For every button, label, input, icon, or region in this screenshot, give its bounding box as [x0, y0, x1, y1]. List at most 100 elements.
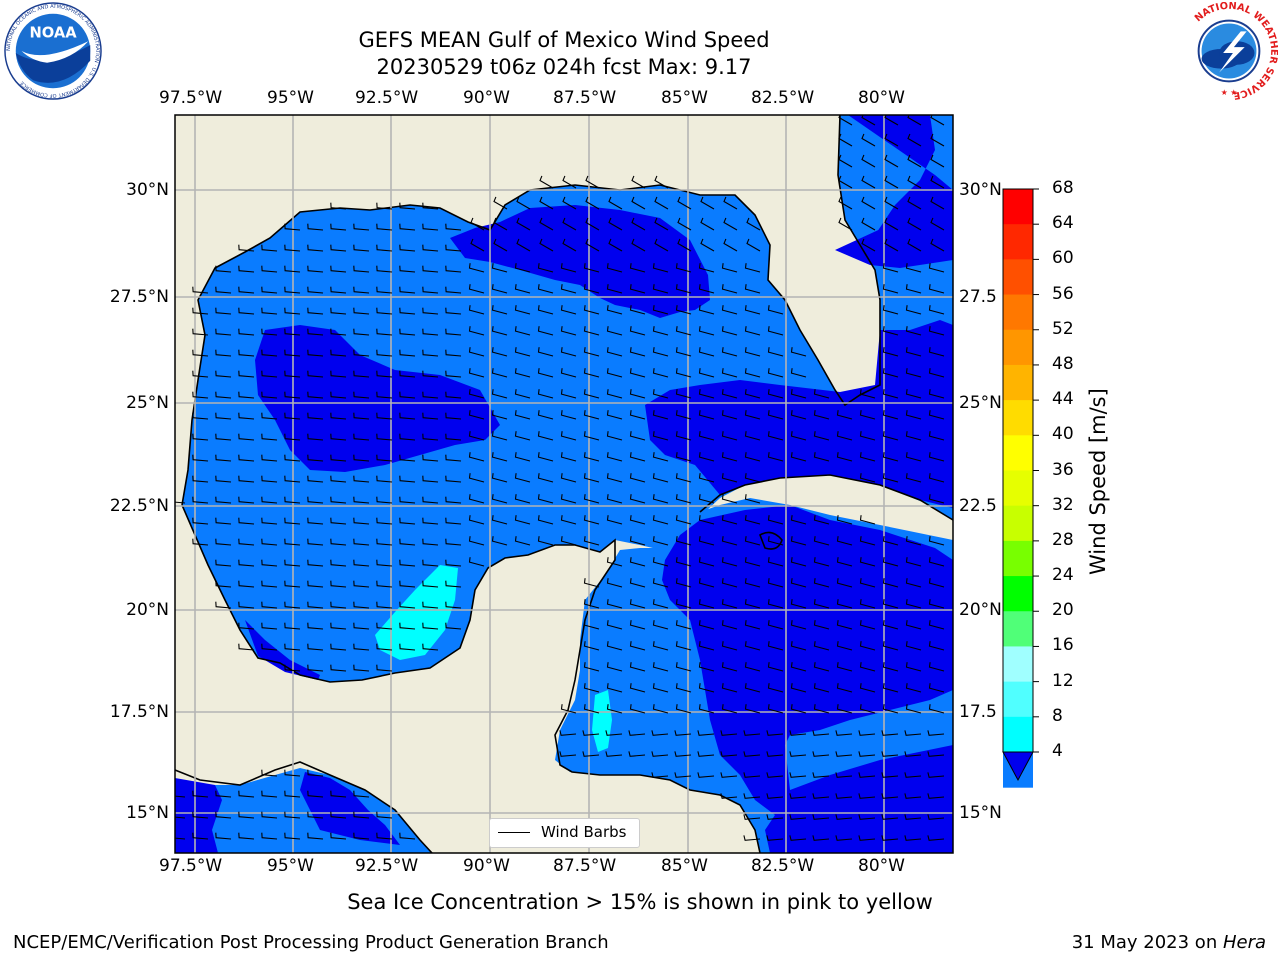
wind-barb: [192, 538, 209, 546]
wind-barb: [652, 263, 669, 273]
wind-barb: [215, 412, 232, 420]
breezy-regions: [375, 565, 612, 752]
wind-barb: [445, 454, 462, 462]
wind-barb: [928, 263, 945, 273]
wind-barb: [215, 391, 232, 399]
wind-barb: [585, 196, 600, 210]
wind-barb: [812, 730, 830, 736]
wind-barb: [744, 578, 761, 588]
wind-barb: [537, 410, 554, 420]
wind-barb: [606, 473, 623, 483]
wind-barb: [790, 620, 807, 630]
wind-barb: [859, 641, 876, 651]
wind-barb: [744, 389, 761, 399]
wind-barb: [445, 265, 462, 273]
wind-barb: [835, 814, 853, 820]
wind-barb: [560, 473, 577, 483]
wind-barb: [215, 286, 232, 294]
wind-barb: [399, 622, 416, 630]
wind-barb: [307, 517, 324, 525]
wind-barb: [721, 641, 738, 651]
wind-barb: [376, 496, 393, 504]
wind-barb: [905, 473, 922, 483]
wind-barb: [675, 263, 692, 273]
wind-barb: [767, 536, 784, 546]
wind-barb: [399, 412, 416, 420]
wind-barb: [468, 515, 485, 525]
wind-barb: [904, 730, 922, 736]
wind-barb: [836, 599, 853, 609]
colorbar-tick-label: 28: [1052, 529, 1074, 550]
wind-barb: [677, 217, 692, 231]
wind-barb: [560, 494, 577, 504]
wind-barb: [700, 238, 715, 252]
wind-barb: [307, 496, 324, 504]
wind-barb: [583, 452, 600, 462]
wind-barb: [835, 772, 853, 778]
wind-barb: [376, 433, 393, 441]
wind-barb: [583, 431, 600, 441]
wind-barb: [836, 683, 853, 693]
wind-barb: [882, 326, 899, 336]
wind-barb: [583, 473, 600, 483]
wind-barb: [629, 305, 646, 315]
wind-barb: [927, 730, 945, 736]
wind-barb: [652, 515, 669, 525]
wind-barb: [238, 517, 255, 525]
wind-barb: [261, 328, 278, 336]
wind-barb: [882, 683, 899, 693]
wind-barb: [744, 536, 761, 546]
wind-barb: [330, 454, 347, 462]
lat-label-right: 22.5: [959, 496, 997, 516]
wind-barb: [720, 772, 738, 778]
wind-barb: [376, 664, 393, 672]
wind-barb: [307, 622, 324, 630]
wind-barb: [261, 601, 278, 609]
wind-barb: [307, 391, 324, 399]
wind-barb: [422, 328, 439, 336]
wind-barb: [422, 580, 439, 588]
wind-barb: [353, 601, 370, 609]
wind-barb: [468, 536, 485, 546]
wind-barb: [353, 391, 370, 399]
wind-barb: [330, 811, 347, 819]
wind-barb: [330, 244, 347, 252]
wind-barb: [859, 431, 876, 441]
lon-label-top: 90°W: [463, 88, 510, 108]
wind-barb: [606, 452, 623, 462]
noaa-logo: NATIONAL OCEANIC AND ATMOSPHERIC ADMINIS…: [4, 2, 102, 100]
wind-barb: [307, 286, 324, 294]
wind-barb: [261, 391, 278, 399]
wind-barb: [493, 217, 508, 231]
wind-barb: [284, 559, 301, 567]
wind-barb: [838, 115, 853, 126]
wind-barb: [608, 238, 623, 252]
wind-barb: [882, 704, 899, 714]
lat-label-left: 15°N: [126, 803, 169, 823]
colorbar: [1002, 188, 1039, 788]
wind-barb: [261, 286, 278, 294]
wind-barb: [422, 286, 439, 294]
wind-barb: [606, 557, 623, 567]
wind-barb: [238, 307, 255, 315]
wind-barb: [537, 326, 554, 336]
wind-barb: [399, 265, 416, 273]
wind-barb: [928, 494, 945, 504]
wind-barb: [215, 265, 232, 273]
wind-barb: [261, 622, 278, 630]
wind-barb: [928, 305, 945, 315]
wind-barb: [330, 370, 347, 378]
wind-barb: [928, 347, 945, 357]
wind-barb: [675, 473, 692, 483]
colorbar-label: Wind Speed [m/s]: [1086, 388, 1110, 575]
wind-barb: [514, 263, 531, 273]
wind-barb: [697, 751, 715, 757]
wind-barb: [744, 683, 761, 693]
wind-barb: [907, 154, 922, 168]
wind-barb: [723, 217, 738, 231]
wind-barb: [746, 238, 761, 252]
wind-barb: [629, 410, 646, 420]
wind-barb: [813, 683, 830, 693]
wind-barb: [606, 515, 623, 525]
colorbar-tick-label: 20: [1052, 600, 1074, 621]
